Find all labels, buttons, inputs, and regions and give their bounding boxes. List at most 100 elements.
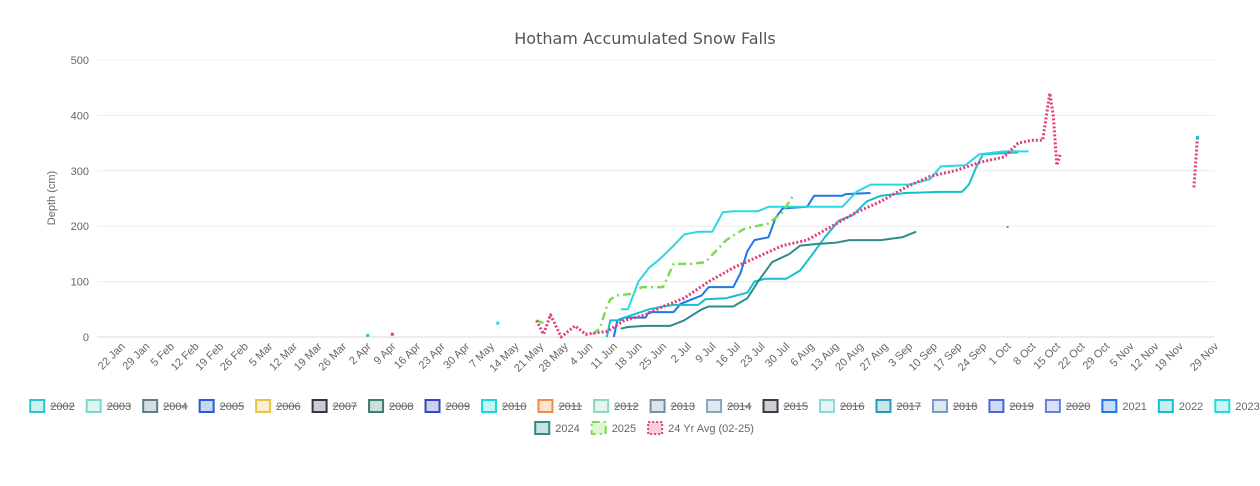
stray-point xyxy=(366,333,370,337)
chart-title: Hotham Accumulated Snow Falls xyxy=(514,29,775,48)
x-tick-label: 22 Oct xyxy=(1056,341,1087,372)
legend-swatch xyxy=(1214,399,1231,413)
legend-item-2017[interactable]: 2017 xyxy=(875,399,921,413)
x-tick-label: 27 Aug xyxy=(858,341,891,374)
x-tick-label: 16 Jul xyxy=(714,341,743,370)
legend-item-2022[interactable]: 2022 xyxy=(1157,399,1203,413)
y-tick-label: 0 xyxy=(83,332,89,344)
legend-item-2002[interactable]: 2002 xyxy=(29,399,75,413)
legend-swatch xyxy=(1157,399,1174,413)
stray-point xyxy=(390,332,394,336)
stray-point xyxy=(496,321,500,325)
x-tick-label: 19 Nov xyxy=(1153,340,1186,373)
legend-item-2018[interactable]: 2018 xyxy=(931,399,977,413)
legend-label: 2018 xyxy=(953,401,977,413)
legend-swatch xyxy=(1044,399,1061,413)
legend-swatch xyxy=(534,421,551,435)
legend-item-2025[interactable]: 2025 xyxy=(590,421,636,435)
x-tick-label: 2 Apr xyxy=(347,340,374,367)
legend-swatch xyxy=(29,399,46,413)
legend-swatch xyxy=(875,399,892,413)
legend-swatch xyxy=(593,399,610,413)
legend-swatch xyxy=(762,399,779,413)
legend-label: 2003 xyxy=(107,401,131,413)
series-line-2023 xyxy=(620,150,1029,311)
legend-label: 2025 xyxy=(612,423,636,435)
legend-label: 2017 xyxy=(896,401,920,413)
legend-label: 2021 xyxy=(1122,401,1146,413)
legend-label: 2014 xyxy=(727,401,751,413)
x-tick-label: 15 Oct xyxy=(1032,341,1063,372)
series-line-2024 xyxy=(620,226,1009,330)
legend-item-2004[interactable]: 2004 xyxy=(142,399,188,413)
legend-label: 2012 xyxy=(614,401,638,413)
series-lines xyxy=(366,91,1199,339)
legend-item-2019[interactable]: 2019 xyxy=(988,399,1034,413)
legend-label: 2016 xyxy=(840,401,864,413)
legend-label: 2008 xyxy=(389,401,413,413)
legend-item-2013[interactable]: 2013 xyxy=(649,399,695,413)
legend-label: 2002 xyxy=(50,401,74,413)
legend-item-2024[interactable]: 2024 xyxy=(534,421,580,435)
y-tick-label: 500 xyxy=(71,55,89,67)
legend-item-2012[interactable]: 2012 xyxy=(593,399,639,413)
legend-item-2003[interactable]: 2003 xyxy=(85,399,131,413)
y-tick-label: 200 xyxy=(71,221,89,233)
x-tick-label: 26 Mar xyxy=(317,340,350,373)
y-axis-title: Depth (cm) xyxy=(46,171,58,225)
legend-item-2020[interactable]: 2020 xyxy=(1044,399,1090,413)
legend-item-2005[interactable]: 2005 xyxy=(198,399,244,413)
x-tick-label: 23 Jul xyxy=(738,341,767,370)
legend-item-2023[interactable]: 2023 xyxy=(1214,399,1260,413)
legend-swatch xyxy=(649,399,666,413)
legend-item-24-yr-avg-02-25-[interactable]: 24 Yr Avg (02-25) xyxy=(647,421,754,435)
legend-item-2010[interactable]: 2010 xyxy=(480,399,526,413)
legend-item-2021[interactable]: 2021 xyxy=(1101,399,1147,413)
legend-item-2008[interactable]: 2008 xyxy=(368,399,414,413)
legend-label: 2004 xyxy=(163,401,187,413)
legend-swatch xyxy=(988,399,1005,413)
x-tick-label: 1 Oct xyxy=(987,341,1014,368)
y-tick-label: 100 xyxy=(71,277,89,289)
x-tick-label: 29 Nov xyxy=(1188,340,1221,373)
series-line-2022 xyxy=(605,151,1019,338)
legend-swatch xyxy=(537,399,554,413)
legend-item-2006[interactable]: 2006 xyxy=(255,399,301,413)
series-line-24-yr-avg-02-25- xyxy=(535,91,1199,339)
legend-label: 2005 xyxy=(220,401,244,413)
series-line-2025 xyxy=(536,195,795,336)
legend-item-2014[interactable]: 2014 xyxy=(706,399,752,413)
legend: 2002 2003 2004 2005 2006 2007 2008 2009 2010 2011… xyxy=(29,399,1260,435)
legend-item-2007[interactable]: 2007 xyxy=(311,399,357,413)
legend-label: 2024 xyxy=(555,423,579,435)
legend-label: 2023 xyxy=(1235,401,1259,413)
legend-swatch xyxy=(311,399,328,413)
legend-swatch xyxy=(85,399,102,413)
legend-label: 2013 xyxy=(671,401,695,413)
legend-label: 2019 xyxy=(1009,401,1033,413)
legend-item-2016[interactable]: 2016 xyxy=(819,399,864,413)
x-tick-label: 16 Apr xyxy=(392,340,423,371)
x-tick-label: 23 Apr xyxy=(417,340,448,371)
legend-swatch xyxy=(590,421,607,435)
legend-label: 2009 xyxy=(446,401,470,413)
x-tick-label: 2 Jul xyxy=(669,341,694,366)
legend-swatch xyxy=(368,399,385,413)
legend-swatch xyxy=(931,399,948,413)
legend-swatch xyxy=(424,399,441,413)
legend-item-2011[interactable]: 2011 xyxy=(537,399,582,413)
legend-label: 2010 xyxy=(502,401,526,413)
x-tick-label: 26 Feb xyxy=(218,341,251,374)
y-tick-label: 400 xyxy=(71,110,89,122)
legend-label: 2007 xyxy=(333,401,357,413)
y-tick-label: 300 xyxy=(71,166,89,178)
legend-item-2009[interactable]: 2009 xyxy=(424,399,470,413)
legend-label: 2022 xyxy=(1179,401,1203,413)
stray-point xyxy=(1195,136,1199,140)
x-tick-label: 30 Jul xyxy=(763,341,792,370)
y-axis-ticks: 0 100 200 300 400 500 xyxy=(71,55,89,344)
legend-item-2015[interactable]: 2015 xyxy=(762,399,808,413)
